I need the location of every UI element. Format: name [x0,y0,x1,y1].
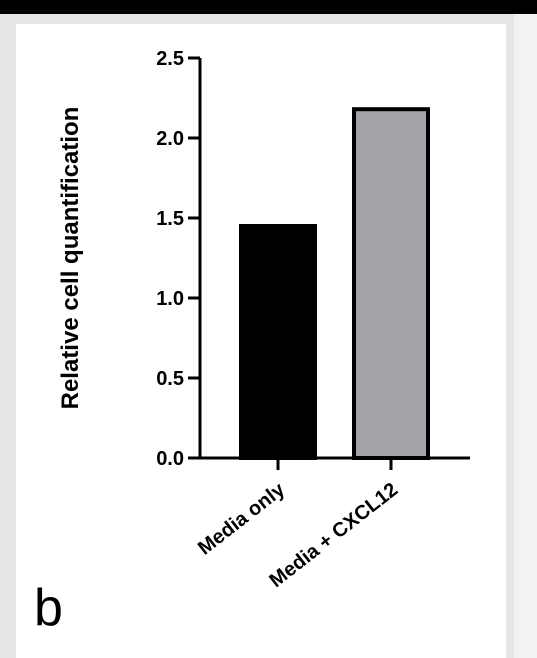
y-tick-label: 1.5 [156,208,184,230]
y-tick-label: 2.5 [156,48,184,70]
panel-label: b [34,579,63,637]
y-axis-label: Relative cell quantification [57,107,84,410]
y-tick-label: 2.0 [156,128,184,150]
y-tick-label: 0.0 [156,448,184,470]
y-tick-label: 0.5 [156,368,184,390]
top-border-bar [0,0,537,14]
bar-media-cxcl12 [352,107,430,460]
x-category-label: Media only [194,478,290,560]
right-margin-strip [514,14,537,658]
y-tick-label: 1.0 [156,288,184,310]
bar-media-only [239,224,317,460]
